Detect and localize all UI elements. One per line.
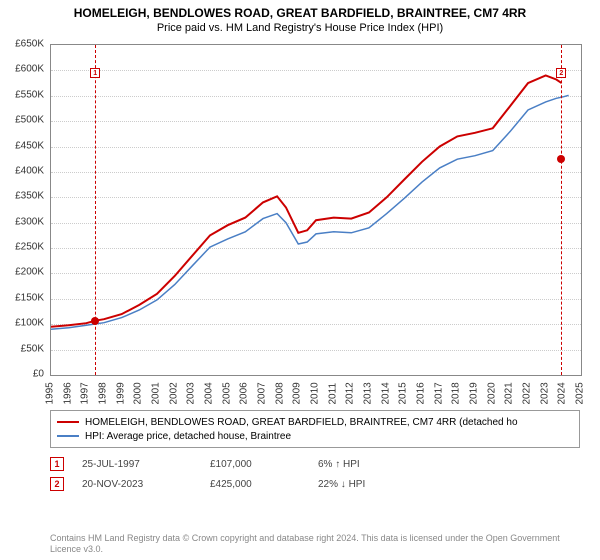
x-tick-label: 1997 bbox=[80, 391, 91, 405]
y-tick-label: £350K bbox=[0, 191, 44, 202]
transaction-row: 1 25-JUL-1997 £107,000 6% ↑ HPI bbox=[50, 454, 580, 474]
transaction-badge: 2 bbox=[50, 477, 64, 491]
y-tick-label: £50K bbox=[0, 343, 44, 354]
x-tick-label: 2017 bbox=[433, 391, 444, 405]
x-tick-label: 2008 bbox=[274, 391, 285, 405]
y-tick-label: £250K bbox=[0, 242, 44, 253]
y-tick-label: £650K bbox=[0, 39, 44, 50]
transaction-marker: 1 bbox=[90, 68, 100, 78]
x-tick-label: 2001 bbox=[151, 391, 162, 405]
copyright-text: Contains HM Land Registry data © Crown c… bbox=[50, 533, 580, 556]
transaction-price: £425,000 bbox=[210, 479, 300, 490]
plot-area: 12 bbox=[50, 44, 582, 376]
y-tick-label: £200K bbox=[0, 267, 44, 278]
x-tick-label: 2004 bbox=[204, 391, 215, 405]
x-tick-label: 2009 bbox=[292, 391, 303, 405]
x-tick-label: 2000 bbox=[133, 391, 144, 405]
y-tick-label: £0 bbox=[0, 369, 44, 380]
x-tick-label: 2011 bbox=[327, 391, 338, 405]
x-tick-label: 1999 bbox=[115, 391, 126, 405]
line-series bbox=[51, 45, 581, 375]
chart-subtitle: Price paid vs. HM Land Registry's House … bbox=[0, 22, 600, 38]
y-tick-label: £450K bbox=[0, 140, 44, 151]
chart-container: HOMELEIGH, BENDLOWES ROAD, GREAT BARDFIE… bbox=[0, 0, 600, 560]
legend-box: HOMELEIGH, BENDLOWES ROAD, GREAT BARDFIE… bbox=[50, 410, 580, 448]
x-tick-label: 1996 bbox=[62, 391, 73, 405]
y-tick-label: £100K bbox=[0, 318, 44, 329]
x-tick-label: 2005 bbox=[221, 391, 232, 405]
x-tick-label: 2019 bbox=[469, 391, 480, 405]
x-tick-label: 2006 bbox=[239, 391, 250, 405]
x-tick-label: 2013 bbox=[363, 391, 374, 405]
y-tick-label: £150K bbox=[0, 292, 44, 303]
x-tick-label: 1998 bbox=[98, 391, 109, 405]
y-tick-label: £300K bbox=[0, 216, 44, 227]
chart-title: HOMELEIGH, BENDLOWES ROAD, GREAT BARDFIE… bbox=[0, 0, 600, 22]
transaction-price: £107,000 bbox=[210, 459, 300, 470]
y-tick-label: £600K bbox=[0, 64, 44, 75]
x-tick-label: 2023 bbox=[539, 391, 550, 405]
x-tick-label: 2014 bbox=[380, 391, 391, 405]
series-line bbox=[51, 76, 562, 327]
transaction-date: 25-JUL-1997 bbox=[82, 459, 192, 470]
x-tick-label: 2015 bbox=[398, 391, 409, 405]
transaction-date: 20-NOV-2023 bbox=[82, 479, 192, 490]
transaction-marker: 2 bbox=[556, 68, 566, 78]
x-tick-label: 2021 bbox=[504, 391, 515, 405]
legend-item: HOMELEIGH, BENDLOWES ROAD, GREAT BARDFIE… bbox=[57, 415, 573, 429]
x-tick-label: 2007 bbox=[257, 391, 268, 405]
x-tick-label: 2025 bbox=[575, 391, 586, 405]
transaction-delta: 22% ↓ HPI bbox=[318, 479, 365, 490]
x-tick-label: 2024 bbox=[557, 391, 568, 405]
x-tick-label: 1995 bbox=[45, 391, 56, 405]
y-tick-label: £400K bbox=[0, 165, 44, 176]
x-tick-label: 2002 bbox=[168, 391, 179, 405]
x-tick-label: 2022 bbox=[522, 391, 533, 405]
transaction-delta: 6% ↑ HPI bbox=[318, 459, 360, 470]
y-tick-label: £500K bbox=[0, 115, 44, 126]
series-line bbox=[51, 95, 569, 329]
transactions-table: 1 25-JUL-1997 £107,000 6% ↑ HPI 2 20-NOV-2023… bbox=[50, 454, 580, 494]
y-tick-label: £550K bbox=[0, 89, 44, 100]
transaction-badge: 1 bbox=[50, 457, 64, 471]
legend-item: HPI: Average price, detached house, Brai… bbox=[57, 429, 573, 443]
x-tick-label: 2016 bbox=[416, 391, 427, 405]
x-tick-label: 2018 bbox=[451, 391, 462, 405]
transaction-row: 2 20-NOV-2023 £425,000 22% ↓ HPI bbox=[50, 474, 580, 494]
x-tick-label: 2003 bbox=[186, 391, 197, 405]
x-tick-label: 2010 bbox=[310, 391, 321, 405]
x-tick-label: 2020 bbox=[486, 391, 497, 405]
x-tick-label: 2012 bbox=[345, 391, 356, 405]
